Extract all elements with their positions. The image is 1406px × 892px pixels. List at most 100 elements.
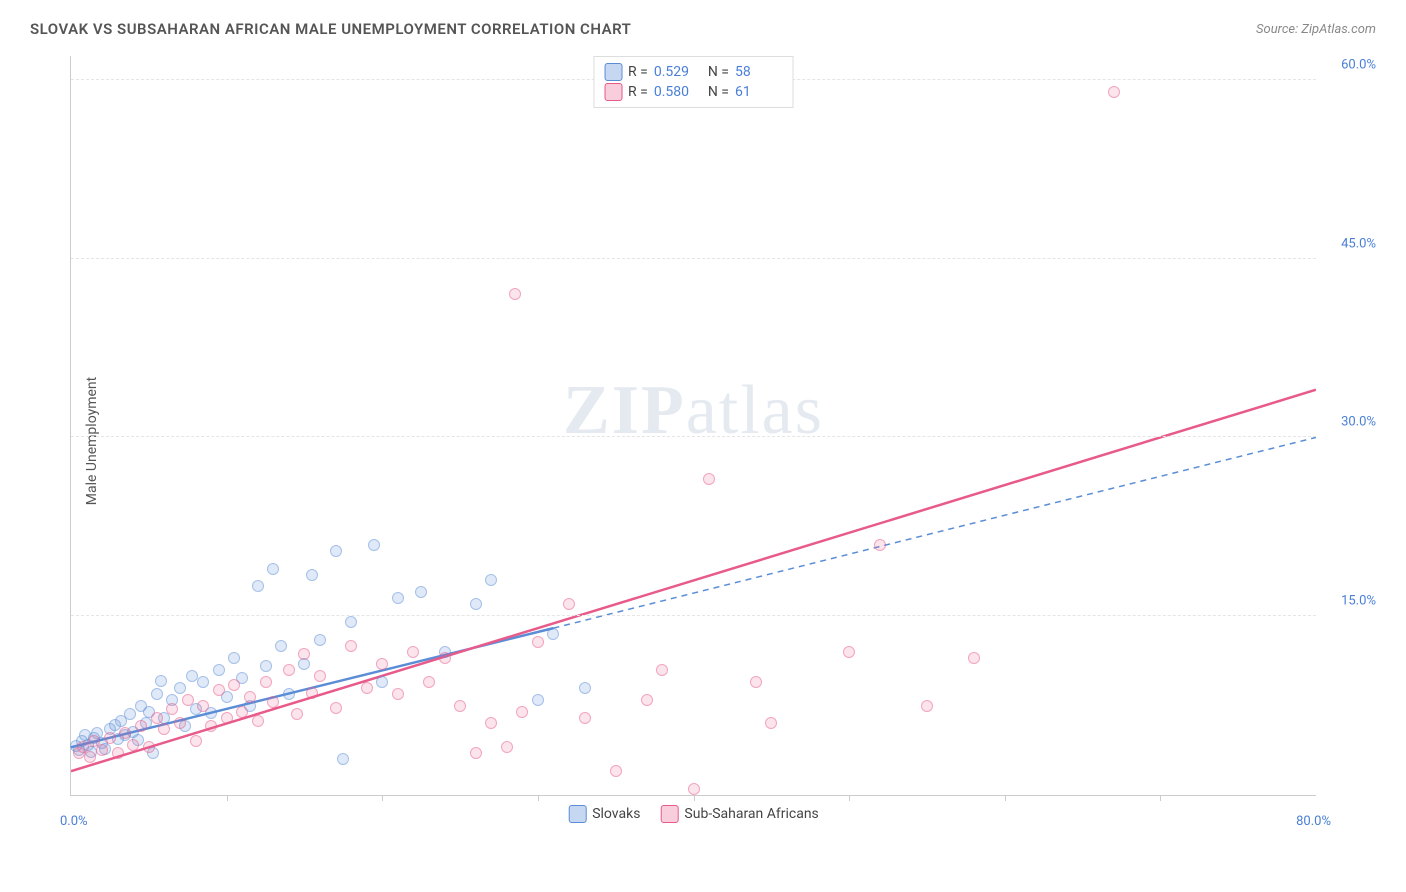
source-label: Source: ZipAtlas.com	[1256, 22, 1376, 37]
data-point	[407, 646, 419, 658]
x-tick	[694, 795, 695, 801]
data-point	[750, 676, 762, 688]
x-min-label: 0.0%	[60, 814, 88, 829]
data-point	[221, 712, 233, 724]
data-point	[392, 688, 404, 700]
data-point	[267, 563, 279, 575]
data-point	[470, 747, 482, 759]
data-point	[244, 691, 256, 703]
data-point	[501, 741, 513, 753]
data-point	[197, 700, 209, 712]
y-tick-label: 30.0%	[1341, 415, 1376, 430]
data-point	[143, 741, 155, 753]
data-point	[392, 592, 404, 604]
data-point	[337, 753, 349, 765]
data-point	[314, 634, 326, 646]
data-point	[345, 616, 357, 628]
x-tick	[538, 795, 539, 801]
stats-row-0: R = 0.529 N = 58	[604, 63, 783, 81]
data-point	[283, 664, 295, 676]
data-point	[228, 679, 240, 691]
data-point	[190, 735, 202, 747]
data-point	[314, 670, 326, 682]
data-point	[166, 703, 178, 715]
data-point	[563, 598, 575, 610]
r-value-1: 0.580	[654, 84, 702, 100]
y-tick-label: 60.0%	[1341, 57, 1376, 72]
data-point	[158, 723, 170, 735]
watermark: ZIPatlas	[563, 371, 824, 451]
data-point	[174, 682, 186, 694]
r-label-1: R =	[628, 84, 648, 100]
data-point	[291, 708, 303, 720]
chart-title: SLOVAK VS SUBSAHARAN AFRICAN MALE UNEMPL…	[30, 20, 631, 38]
r-value-0: 0.529	[654, 64, 702, 80]
grid-line	[71, 436, 1316, 437]
data-point	[361, 682, 373, 694]
data-point	[610, 765, 622, 777]
data-point	[283, 688, 295, 700]
data-point	[260, 660, 272, 672]
stats-row-1: R = 0.580 N = 61	[604, 83, 783, 101]
data-point	[345, 640, 357, 652]
data-point	[874, 539, 886, 551]
x-tick	[382, 795, 383, 801]
data-point	[252, 580, 264, 592]
data-point	[330, 702, 342, 714]
data-point	[843, 646, 855, 658]
data-point	[205, 720, 217, 732]
data-point	[368, 539, 380, 551]
data-point	[182, 694, 194, 706]
data-point	[765, 717, 777, 729]
data-point	[84, 751, 96, 763]
data-point	[151, 712, 163, 724]
x-tick	[1160, 795, 1161, 801]
data-point	[252, 715, 264, 727]
data-point	[485, 717, 497, 729]
data-point	[124, 708, 136, 720]
data-point	[641, 694, 653, 706]
n-value-1: 61	[735, 84, 783, 100]
n-label-1: N =	[708, 84, 729, 100]
data-point	[532, 694, 544, 706]
grid-line	[71, 258, 1316, 259]
data-point	[485, 574, 497, 586]
data-point	[921, 700, 933, 712]
stats-legend: R = 0.529 N = 58 R = 0.580 N = 61	[593, 56, 794, 108]
data-point	[112, 747, 124, 759]
data-point	[376, 658, 388, 670]
data-point	[267, 696, 279, 708]
chart-area: Male Unemployment ZIPatlas R = 0.529 N =…	[20, 46, 1386, 836]
x-tick	[1005, 795, 1006, 801]
data-point	[579, 712, 591, 724]
n-value-0: 58	[735, 64, 783, 80]
data-point	[298, 648, 310, 660]
data-point	[454, 700, 466, 712]
data-point	[1108, 86, 1120, 98]
x-tick	[849, 795, 850, 801]
data-point	[968, 652, 980, 664]
data-point	[439, 652, 451, 664]
plot-region: ZIPatlas R = 0.529 N = 58 R = 0.580 N = …	[70, 56, 1316, 796]
data-point	[151, 688, 163, 700]
data-point	[516, 706, 528, 718]
data-point	[155, 675, 167, 687]
x-tick	[227, 795, 228, 801]
data-point	[547, 628, 559, 640]
data-point	[470, 598, 482, 610]
y-tick-label: 15.0%	[1341, 594, 1376, 609]
data-point	[376, 676, 388, 688]
data-point	[656, 664, 668, 676]
data-point	[213, 684, 225, 696]
chart-container: SLOVAK VS SUBSAHARAN AFRICAN MALE UNEMPL…	[20, 20, 1386, 872]
data-point	[275, 640, 287, 652]
data-point	[213, 664, 225, 676]
n-label-0: N =	[708, 64, 729, 80]
data-point	[174, 717, 186, 729]
data-point	[197, 676, 209, 688]
data-point	[119, 727, 131, 739]
data-point	[703, 473, 715, 485]
data-point	[104, 732, 116, 744]
chart-header: SLOVAK VS SUBSAHARAN AFRICAN MALE UNEMPL…	[20, 20, 1386, 46]
data-point	[127, 739, 139, 751]
